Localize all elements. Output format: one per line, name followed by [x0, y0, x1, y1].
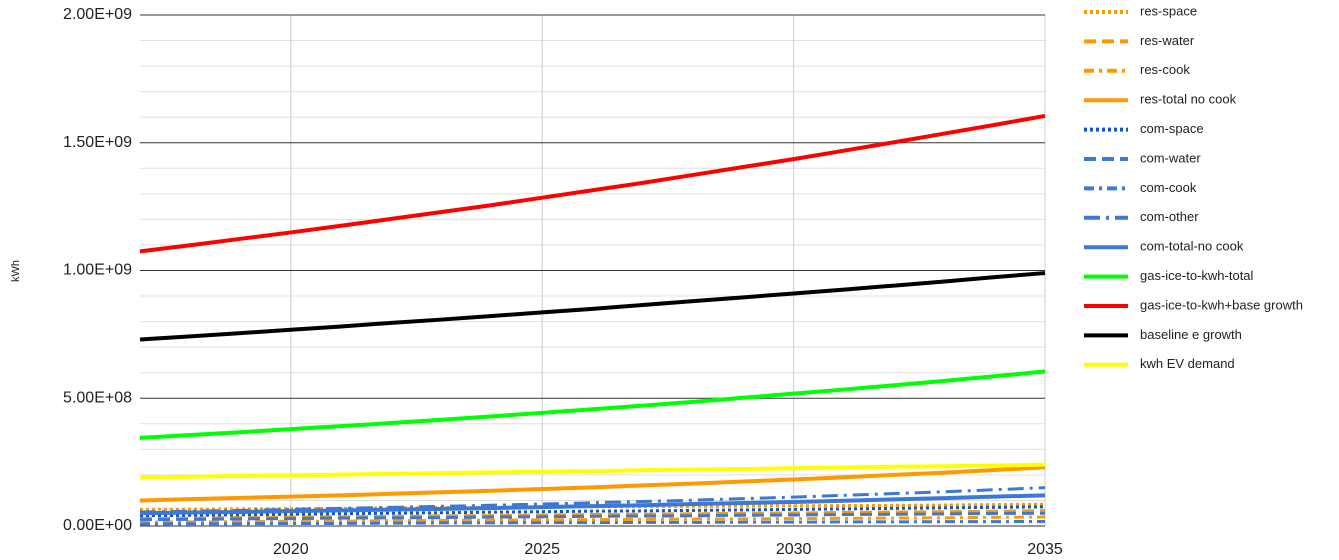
series-line — [139, 369, 1046, 440]
y-tick-label: 5.00E+08 — [63, 389, 132, 406]
series-line — [139, 462, 1046, 480]
series-line — [139, 465, 1046, 503]
legend-label: com-other — [1140, 209, 1199, 224]
legend-label: com-water — [1140, 150, 1201, 165]
y-tick-label: 1.00E+09 — [63, 262, 132, 279]
series-line — [139, 271, 1046, 342]
legend-label: baseline e growth — [1140, 327, 1242, 342]
x-tick-label: 2020 — [273, 541, 309, 558]
legend-label: res-cook — [1140, 62, 1190, 77]
legend-label: res-water — [1140, 33, 1195, 48]
legend-label: res-total no cook — [1140, 92, 1237, 107]
series-line — [139, 505, 1046, 518]
y-axis-label: kWh — [10, 260, 22, 282]
legend-label: res-space — [1140, 3, 1197, 18]
series-line — [139, 519, 1046, 526]
legend-label: gas-ice-to-kwh-total — [1140, 268, 1254, 283]
series-line — [139, 511, 1046, 522]
x-tick-label: 2025 — [524, 541, 560, 558]
y-tick-label: 2.00E+09 — [63, 6, 132, 23]
series-line — [139, 486, 1046, 514]
legend-label: com-cook — [1140, 180, 1197, 195]
y-tick-label: 1.50E+09 — [63, 134, 132, 151]
x-tick-label: 2035 — [1027, 541, 1063, 558]
series-line — [139, 509, 1046, 520]
legend-label: gas-ice-to-kwh+base growth — [1140, 297, 1303, 312]
series-line — [139, 113, 1046, 254]
legend-label: com-total-no cook — [1140, 239, 1244, 254]
x-tick-label: 2030 — [776, 541, 812, 558]
legend-label: com-space — [1140, 121, 1204, 136]
y-tick-label: 0.00E+00 — [63, 517, 132, 534]
legend-label: kwh EV demand — [1140, 356, 1235, 371]
series-line — [139, 493, 1046, 516]
series-line — [139, 515, 1046, 524]
